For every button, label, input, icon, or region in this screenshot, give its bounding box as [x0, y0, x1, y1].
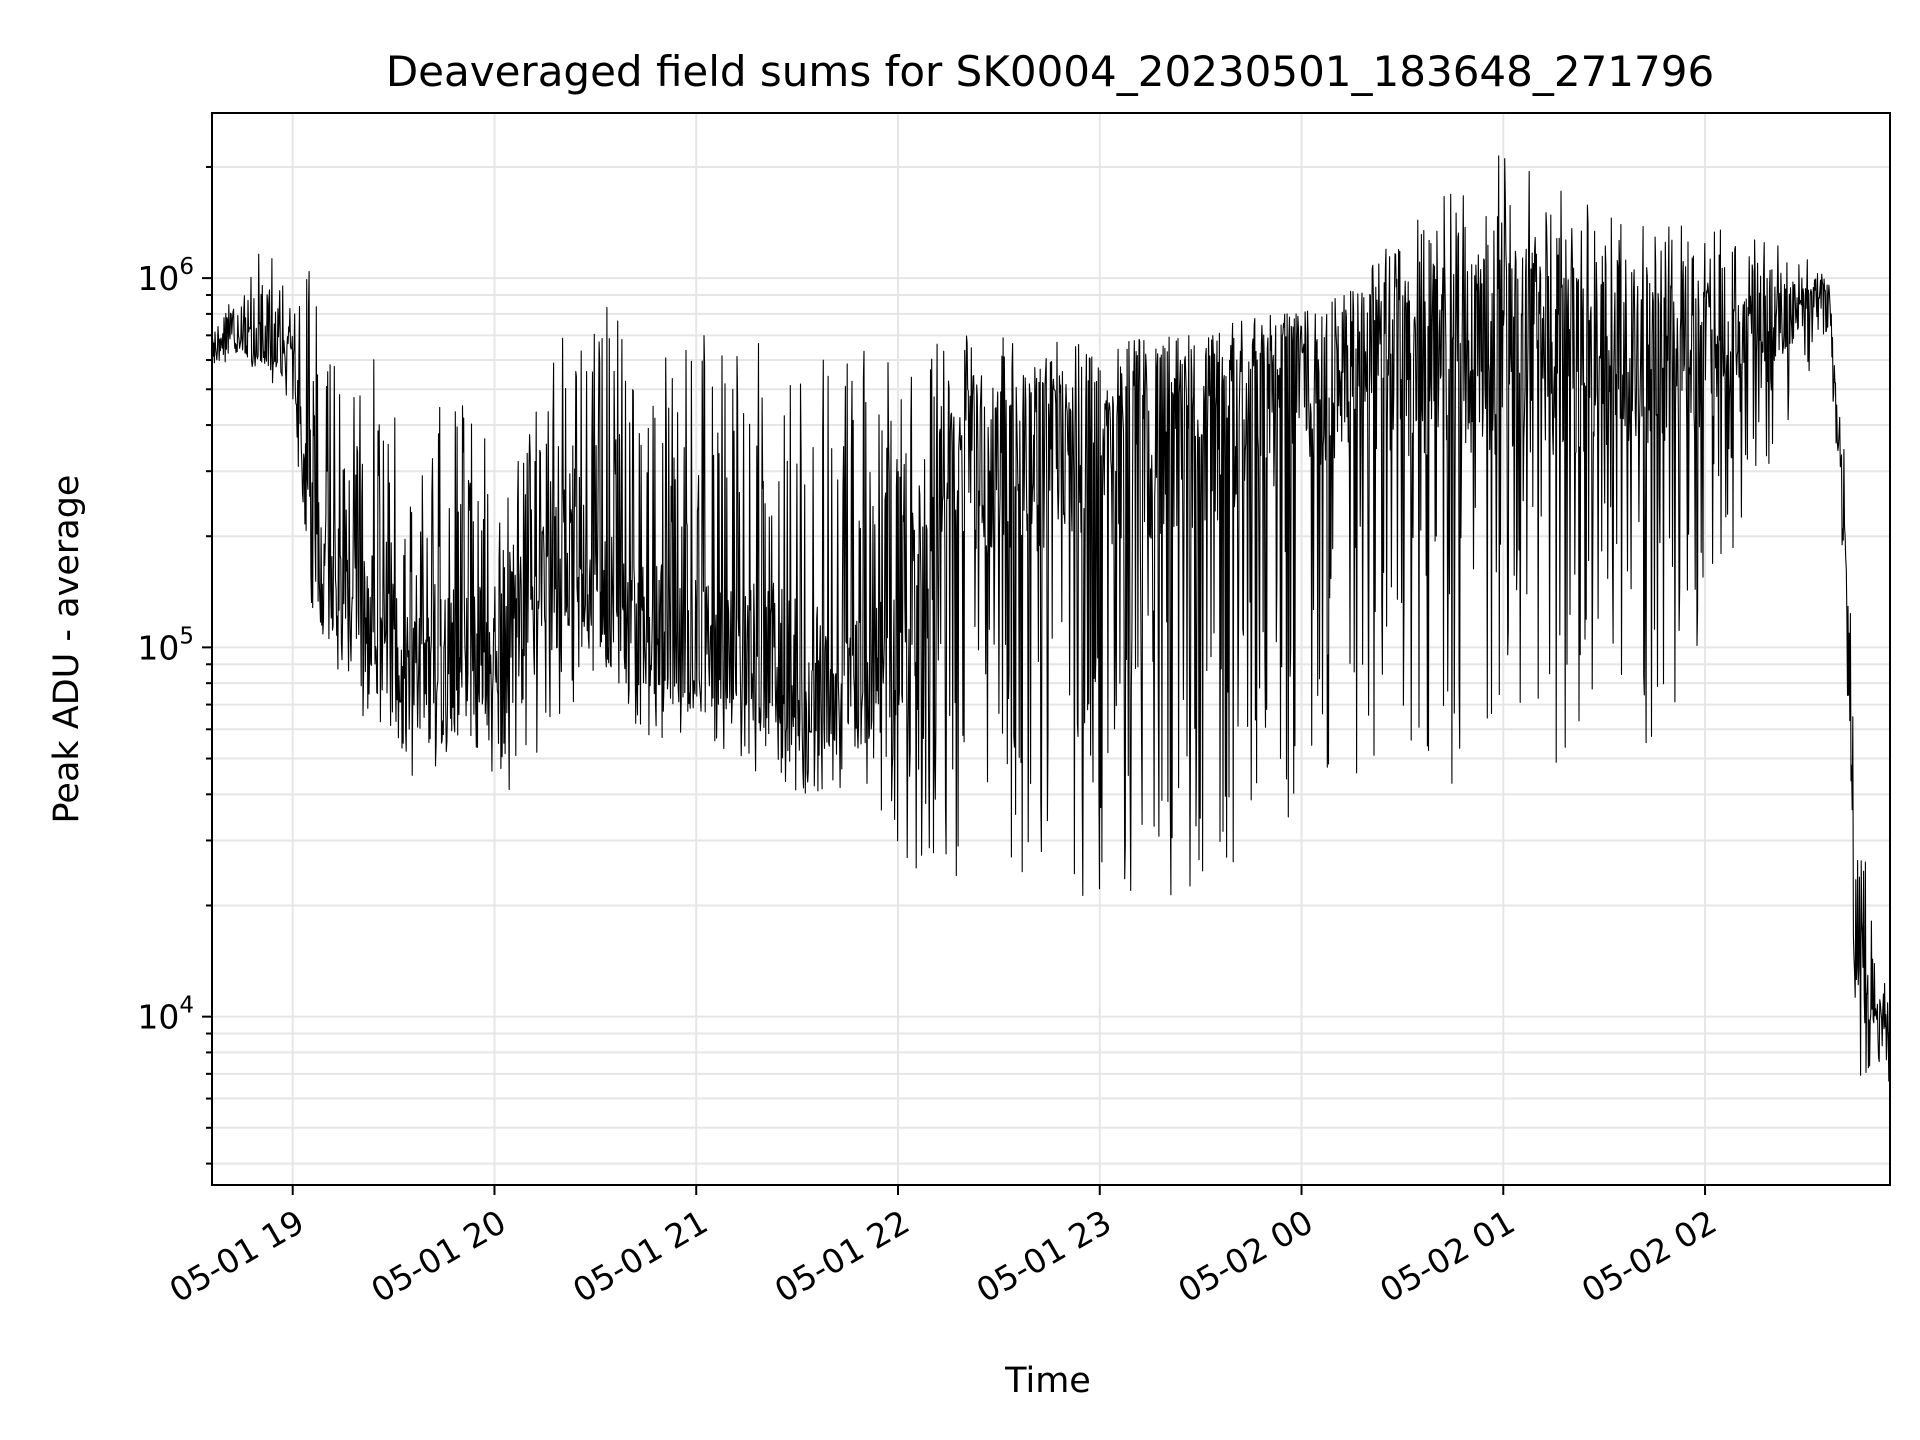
x-axis: 05-01 19 05-01 20 05-01 21 05-01 22 05-01 23… [163, 1185, 1723, 1310]
y-axis-label: Peak ADU - average [47, 475, 87, 824]
x-tick-label: 05-01 20 [364, 1202, 512, 1310]
series-line [211, 155, 1891, 1082]
x-tick-label: 05-02 00 [1172, 1202, 1320, 1310]
y-axis: 104 105 106 [137, 165, 212, 1165]
x-tick-label: 05-01 19 [163, 1202, 311, 1310]
x-tick-label: 05-02 02 [1575, 1202, 1723, 1310]
y-tick-label: 105 [137, 623, 194, 667]
x-tick-label: 05-02 01 [1373, 1202, 1521, 1310]
x-tick-label: 05-01 22 [768, 1202, 916, 1310]
y-tick-label: 106 [137, 254, 194, 298]
series-group [211, 155, 1891, 1082]
chart-title: Deaveraged field sums for SK0004_2023050… [386, 47, 1714, 96]
y-tick-label: 104 [137, 993, 194, 1037]
grid-lines [212, 113, 1890, 1185]
x-tick-label: 05-01 23 [970, 1202, 1118, 1310]
plot-frame [211, 112, 1891, 1186]
x-tick-label: 05-01 21 [566, 1202, 714, 1310]
x-axis-label: Time [1004, 1361, 1091, 1401]
